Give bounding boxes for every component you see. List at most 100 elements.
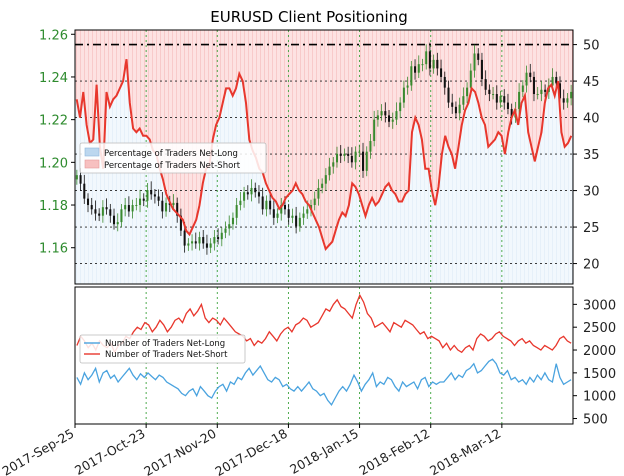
price-candle xyxy=(443,71,446,95)
candle-body xyxy=(376,115,379,120)
candle-body xyxy=(157,196,160,201)
count-tick-label: 500 xyxy=(583,413,608,428)
price-candle xyxy=(246,185,249,200)
price-candle xyxy=(358,144,361,157)
price-candle xyxy=(335,146,339,168)
price-candle xyxy=(332,157,335,174)
candle-body xyxy=(451,102,454,107)
price-candle xyxy=(220,227,223,247)
candle-body xyxy=(269,200,272,210)
candle-body xyxy=(454,106,457,114)
price-candle xyxy=(265,195,268,217)
price-candle xyxy=(217,228,220,245)
price-candle xyxy=(518,83,521,117)
candle-body xyxy=(510,108,513,118)
price-candle xyxy=(191,234,194,251)
price-candle xyxy=(462,87,465,111)
price-candle xyxy=(521,80,524,98)
net-long-area xyxy=(75,59,573,284)
candle-body xyxy=(98,213,101,216)
candle-body xyxy=(503,96,506,103)
price-candle xyxy=(101,200,104,223)
count-tick-label: 3000 xyxy=(583,298,616,313)
candle-body xyxy=(257,192,260,197)
legend-box xyxy=(79,142,267,174)
candle-body xyxy=(544,89,547,92)
candle-body xyxy=(235,205,238,218)
price-candle xyxy=(146,183,149,208)
candle-body xyxy=(287,209,290,218)
candle-body xyxy=(410,66,413,86)
candle-body xyxy=(313,198,316,206)
candle-body xyxy=(521,85,524,92)
candle-body xyxy=(153,194,156,197)
candle-body xyxy=(354,151,357,163)
count-tick-label: 1500 xyxy=(583,367,616,382)
price-candle xyxy=(373,110,376,147)
price-candle xyxy=(428,42,431,76)
price-candle xyxy=(506,93,509,115)
price-candle xyxy=(257,185,260,204)
price-candle xyxy=(179,208,182,236)
price-candle xyxy=(243,186,246,208)
price-candle xyxy=(98,208,101,222)
price-tick-label: 1.16 xyxy=(39,242,68,257)
candle-body xyxy=(254,187,257,193)
price-candle xyxy=(254,182,257,198)
price-candle xyxy=(235,197,238,225)
legend-swatch xyxy=(84,147,100,157)
count-tick-label: 1000 xyxy=(583,390,616,405)
candle-body xyxy=(131,205,134,212)
price-candle xyxy=(295,206,298,234)
price-candle xyxy=(176,197,179,223)
candle-body xyxy=(529,72,532,77)
price-candle xyxy=(313,191,316,211)
candle-body xyxy=(562,98,565,103)
candle-body xyxy=(373,119,376,141)
candle-body xyxy=(142,198,145,201)
chart-title: EURUSD Client Positioning xyxy=(210,8,408,26)
price-candle xyxy=(328,157,331,181)
candle-body xyxy=(540,89,543,95)
candle-body xyxy=(421,64,424,66)
price-candle xyxy=(298,212,301,232)
candle-body xyxy=(150,190,153,195)
price-candle xyxy=(436,52,439,76)
candle-body xyxy=(436,59,439,69)
price-candle xyxy=(369,133,372,159)
price-candle xyxy=(365,146,368,177)
legend-label: Percentage of Traders Net-Long xyxy=(104,149,238,159)
price-candle xyxy=(339,145,342,163)
candle-body xyxy=(324,175,327,184)
price-candle xyxy=(321,178,324,194)
candle-body xyxy=(365,151,368,171)
candle-body xyxy=(391,119,394,122)
price-candle xyxy=(529,63,532,83)
candle-body xyxy=(172,202,175,206)
price-candle xyxy=(562,89,565,110)
price-candle xyxy=(499,90,502,108)
price-candle xyxy=(280,197,283,221)
candle-body xyxy=(161,200,164,212)
candle-body xyxy=(473,53,476,71)
price-candle xyxy=(194,232,197,249)
candle-body xyxy=(298,217,301,227)
price-candle xyxy=(410,60,413,91)
price-candle xyxy=(83,174,86,204)
price-candle xyxy=(131,199,134,219)
ratio-tick-label: 45 xyxy=(583,75,600,90)
price-candle xyxy=(120,203,123,228)
candle-body xyxy=(551,76,554,86)
price-candle xyxy=(480,52,483,87)
candle-body xyxy=(283,205,286,210)
candle-body xyxy=(458,104,461,114)
candle-body xyxy=(380,111,383,116)
ratio-tick-label: 25 xyxy=(583,221,600,236)
price-candle xyxy=(473,44,476,78)
candle-body xyxy=(462,96,465,105)
candle-body xyxy=(495,94,498,103)
candle-body xyxy=(532,76,535,95)
price-candle xyxy=(187,238,190,251)
price-candle xyxy=(406,76,409,95)
